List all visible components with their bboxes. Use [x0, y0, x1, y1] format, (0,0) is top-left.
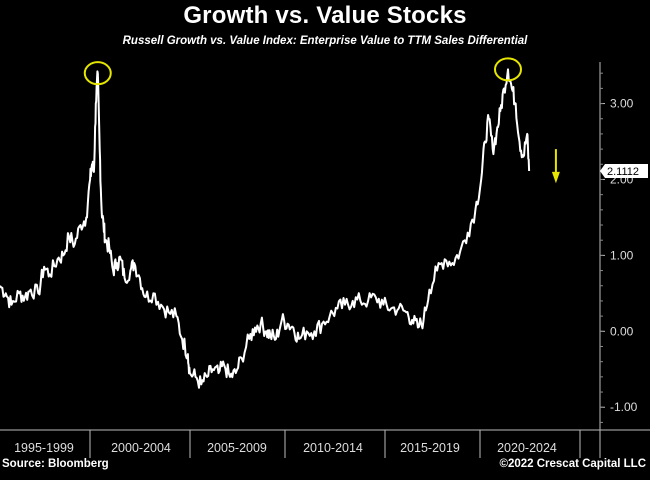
y-tick-label: 0.00 — [610, 324, 634, 338]
last-value-label: 2.1112 — [607, 166, 639, 178]
chart-axes — [0, 62, 650, 458]
x-tick-label: 2010-2014 — [303, 441, 363, 455]
chart-subtitle: Russell Growth vs. Value Index: Enterpri… — [122, 35, 528, 47]
x-tick-label: 2015-2019 — [400, 441, 460, 455]
source-label: Source: Bloomberg — [2, 458, 109, 470]
y-tick-label: -1.00 — [610, 400, 638, 414]
down-arrow-head — [551, 171, 560, 184]
y-tick-label: 1.00 — [610, 248, 634, 262]
copyright-label: ©2022 Crescat Capital LLC — [499, 458, 646, 470]
x-tick-label: 2020-2024 — [497, 441, 557, 455]
peak-circle-2021 — [493, 57, 522, 82]
x-tick-label: 1995-1999 — [14, 441, 74, 455]
x-tick-label: 2000-2004 — [111, 441, 171, 455]
chart-series — [0, 68, 531, 389]
x-tick-label: 2005-2009 — [207, 441, 267, 455]
last-value-box — [600, 164, 648, 179]
chart-annotations: 2.1112 — [83, 57, 648, 184]
chart-title: Growth vs. Value Stocks — [183, 2, 467, 29]
y-tick-label: 3.00 — [610, 97, 634, 111]
peak-circle-2000 — [83, 61, 112, 86]
series-line — [0, 68, 531, 389]
